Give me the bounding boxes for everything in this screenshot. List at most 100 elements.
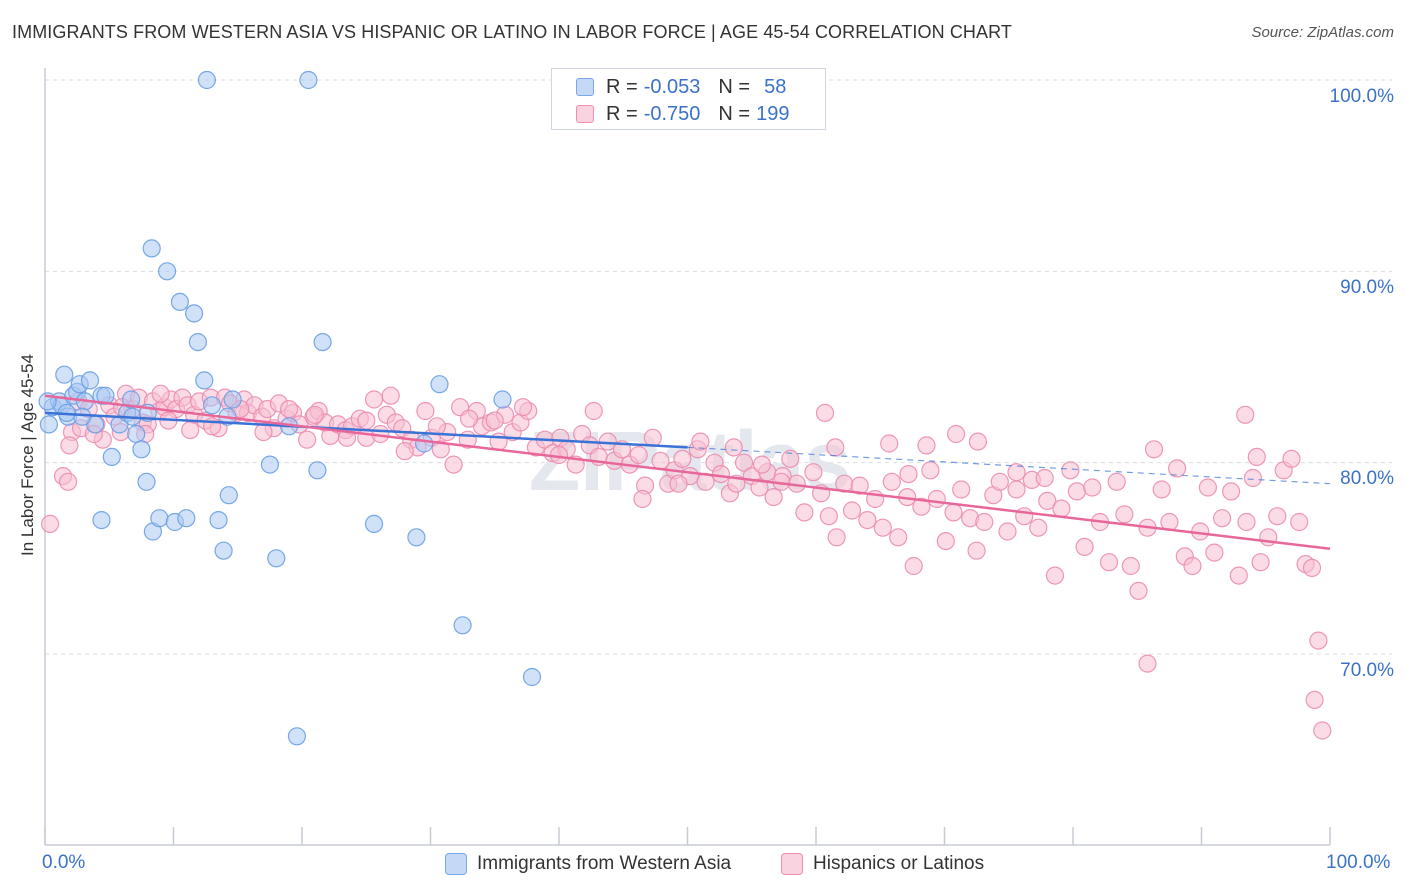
pink-point [1121, 556, 1140, 576]
blue-point [493, 390, 512, 409]
pink-point [724, 438, 743, 457]
pink-point [1107, 472, 1126, 491]
blue-point [407, 528, 426, 547]
pink-point [1083, 478, 1102, 497]
pink-point [40, 514, 60, 534]
pink-point [460, 409, 479, 428]
pink-trend-line [44, 394, 1331, 551]
pink-point [181, 421, 200, 440]
r-label: R = [606, 75, 638, 98]
pink-point [584, 401, 603, 421]
pink-point [1099, 553, 1119, 572]
n-label: N = [718, 102, 751, 125]
pink-point [513, 398, 533, 417]
pink-point [1221, 482, 1241, 501]
pink-point [381, 386, 400, 405]
pink-point [673, 449, 692, 468]
n-value: 199 [756, 102, 790, 125]
pink-point [921, 461, 940, 480]
blue-swatch-icon [576, 78, 594, 96]
pink-point [1205, 543, 1224, 562]
blue-point [177, 509, 196, 528]
n-value: 58 [764, 75, 787, 98]
pink-point [431, 440, 450, 459]
pink-point [1052, 499, 1071, 518]
pink-point [752, 455, 772, 474]
pink-point [975, 512, 994, 532]
source-label: Source: ZipAtlas.com [1251, 24, 1394, 41]
blue-point [132, 440, 151, 459]
pink-point [1129, 581, 1148, 601]
blue-point [260, 455, 279, 474]
pink-point [485, 411, 504, 430]
pink-point [629, 445, 648, 465]
pink-point [1167, 459, 1187, 478]
blue-point [150, 509, 169, 528]
pink-point [1183, 556, 1202, 576]
blue-point [197, 70, 216, 90]
blue-point [185, 304, 204, 323]
pink-point [882, 472, 901, 491]
blue-point [39, 415, 59, 434]
series-legend-blue: Immigrants from Western Asia [445, 852, 731, 876]
blue-point [299, 70, 318, 90]
blue-point [219, 486, 238, 505]
blue-point [142, 239, 161, 258]
pink-point [357, 411, 376, 430]
pink-point [1045, 566, 1065, 585]
pink-point [58, 472, 78, 491]
pink-point [781, 449, 800, 468]
pink-point [1029, 518, 1048, 537]
chart-title: IMMIGRANTS FROM WESTERN ASIA VS HISPANIC… [12, 22, 1013, 42]
pink-point [444, 455, 463, 474]
r-value: -0.750 [643, 102, 701, 125]
pink-point [826, 438, 845, 457]
blue-point [287, 727, 306, 746]
pink-point [1035, 468, 1054, 488]
blue-point [96, 386, 115, 405]
pink-point [952, 480, 971, 499]
blue-point [73, 407, 92, 426]
pink-point [819, 507, 839, 526]
pink-point [1251, 553, 1270, 572]
blue-point [188, 333, 207, 352]
blue-point [55, 365, 74, 384]
series-name: Hispanics or Latinos [813, 853, 985, 874]
y-tick-80: 80.0% [1340, 468, 1394, 489]
pink-point [364, 390, 384, 409]
pink-point [1007, 480, 1026, 499]
pink-point [298, 430, 317, 449]
pink-point [904, 556, 923, 576]
pink-point [60, 436, 79, 455]
x-tick-100: 100.0% [1326, 852, 1391, 873]
pink-point [968, 432, 988, 451]
blue-point [102, 447, 121, 466]
blue-point [214, 541, 233, 560]
pink-point [1015, 507, 1034, 526]
correlation-legend: R = -0.053 N = 58 R = -0.750 N = 199 [551, 68, 826, 130]
blue-point [267, 549, 286, 568]
pink-point [416, 401, 435, 421]
y-axis-label: In Labor Force | Age 45-54 [18, 354, 37, 556]
pink-point [967, 541, 986, 560]
y-tick-90: 90.0% [1340, 277, 1394, 298]
pink-point [1152, 480, 1171, 499]
pink-point [1302, 558, 1322, 578]
blue-point [522, 667, 542, 687]
pink-point [1236, 405, 1255, 424]
pink-point [1313, 721, 1332, 740]
pink-point [1282, 449, 1301, 468]
blue-point [364, 514, 384, 534]
blue-point [223, 390, 242, 409]
series-name: Immigrants from Western Asia [477, 853, 732, 874]
pink-point [815, 403, 835, 422]
pink-point [1309, 631, 1328, 650]
pink-point [1237, 512, 1256, 532]
pink-point [1067, 482, 1087, 501]
pink-point [850, 476, 869, 495]
pink-point [1007, 463, 1026, 482]
y-tick-100: 100.0% [1329, 86, 1394, 107]
pink-point [1290, 512, 1309, 532]
pink-point [1268, 507, 1287, 526]
